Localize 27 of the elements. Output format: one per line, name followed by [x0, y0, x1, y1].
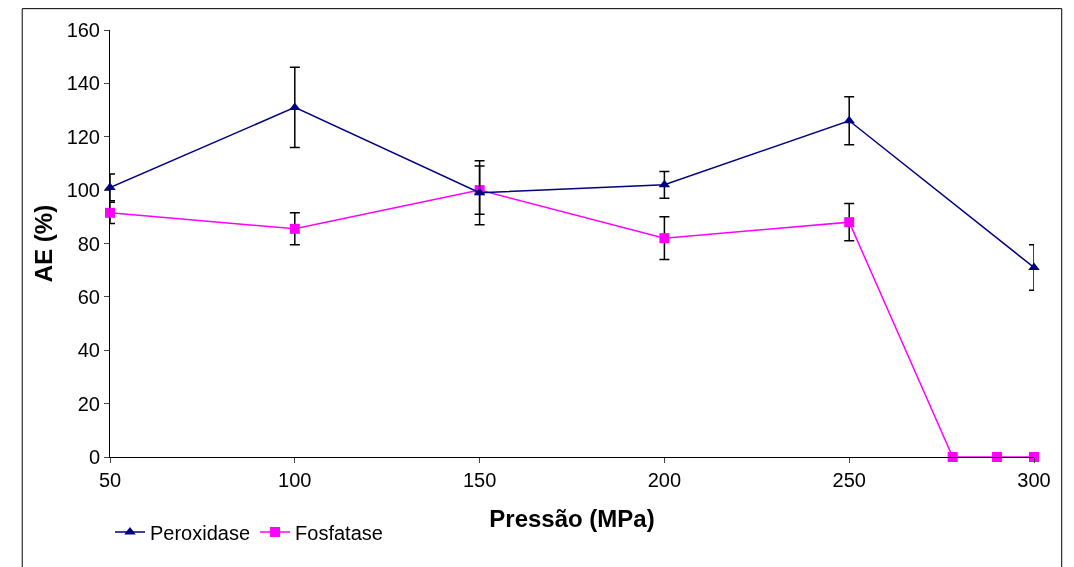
point	[289, 223, 300, 234]
x-tick-label: 200	[647, 469, 682, 491]
point	[844, 217, 855, 228]
x-tick-label: 100	[278, 469, 312, 491]
x-tick-label: 150	[462, 469, 497, 491]
x-tick-label: 50	[98, 469, 122, 491]
legend-label: Peroxidase	[150, 521, 251, 544]
y-tick-label: 80	[77, 232, 100, 255]
point	[659, 233, 670, 244]
point	[843, 115, 855, 124]
point	[105, 207, 115, 218]
y-tick-label: 160	[66, 19, 100, 41]
point	[1028, 262, 1040, 271]
y-tick-label: 100	[66, 179, 100, 202]
y-tick-label: 20	[77, 392, 100, 415]
y-tick-label: 40	[77, 339, 100, 362]
y-tick-label: 60	[77, 285, 100, 308]
y-tick-label: 0	[88, 446, 100, 468]
x-tick-label: 250	[832, 469, 866, 491]
x-tick-label: 300	[1017, 469, 1051, 491]
y-axis-title: AE (%)	[30, 204, 57, 283]
point	[992, 452, 1003, 462]
point	[947, 452, 958, 462]
y-tick-label: 140	[66, 72, 100, 95]
legend-label: Fosfatase	[295, 521, 383, 544]
y-tick-label: 120	[66, 125, 100, 148]
x-axis-title: Pressão (MPa)	[489, 505, 655, 533]
